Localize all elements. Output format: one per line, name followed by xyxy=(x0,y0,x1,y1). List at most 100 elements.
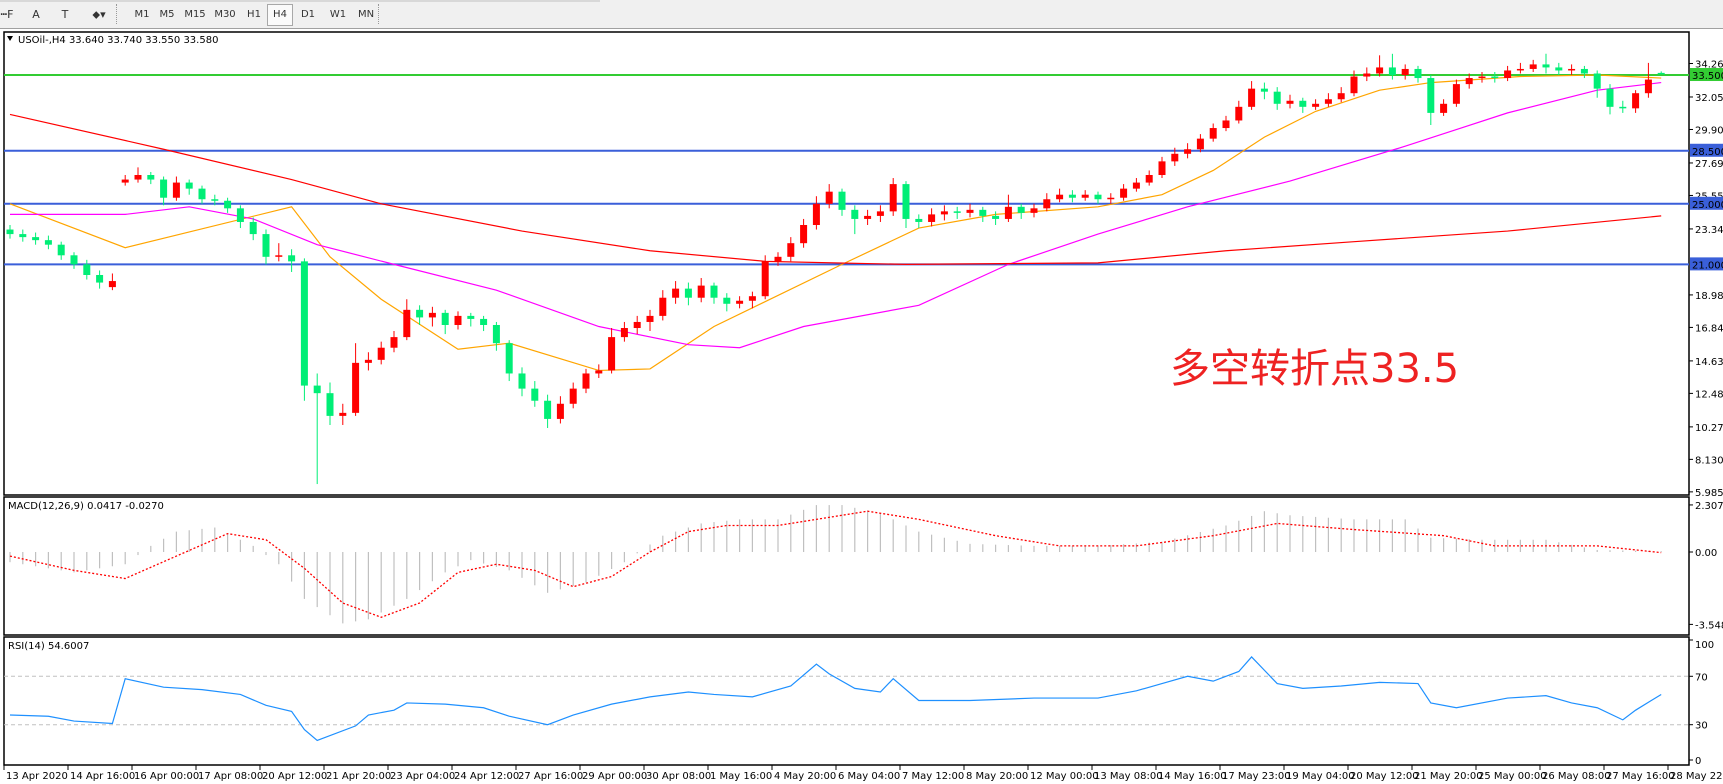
candle-body xyxy=(1324,99,1332,104)
candle-body xyxy=(915,218,923,222)
time-tick-label: 30 Apr 08:00 xyxy=(646,771,711,782)
candle-body xyxy=(1235,106,1243,121)
candle-body xyxy=(902,184,910,219)
candle-body xyxy=(825,191,833,204)
candle xyxy=(288,249,296,272)
candle-body xyxy=(1580,68,1588,74)
rsi-tick-label: 0 xyxy=(1695,756,1701,767)
candle xyxy=(96,270,104,289)
candle xyxy=(428,306,436,327)
rsi-panel xyxy=(3,636,1690,766)
candle xyxy=(1248,81,1256,110)
timeframe-m15-button[interactable]: M15 xyxy=(184,9,206,20)
candle xyxy=(940,205,948,221)
candle-body xyxy=(710,285,718,298)
candle xyxy=(620,321,628,342)
candle-body xyxy=(1657,72,1665,75)
candle-body xyxy=(377,347,385,360)
timeframe-w1-button[interactable]: W1 xyxy=(329,9,347,20)
candle-body xyxy=(620,328,628,338)
candle xyxy=(876,205,884,222)
candle-body xyxy=(608,337,616,371)
candle-body xyxy=(1593,73,1601,89)
candle-body xyxy=(467,315,475,319)
candle xyxy=(569,382,577,409)
candle xyxy=(454,311,462,330)
timeframe-m5-button[interactable]: M5 xyxy=(159,9,175,20)
candle xyxy=(1145,170,1153,186)
time-tick-label: 13 Apr 2020 xyxy=(6,771,68,782)
candle xyxy=(1504,65,1512,82)
candle-body xyxy=(172,182,180,198)
text-label-icon[interactable]: T xyxy=(61,8,69,21)
moving-average-mid xyxy=(10,81,1662,349)
candle-body xyxy=(1273,91,1281,104)
collapse-triangle-icon[interactable] xyxy=(7,36,13,41)
time-tick-label: 20 Apr 12:00 xyxy=(262,771,327,782)
candle xyxy=(1478,71,1486,83)
candle-body xyxy=(236,208,244,222)
timeframe-m30-button[interactable]: M30 xyxy=(214,9,236,20)
candle-body xyxy=(1427,78,1435,113)
candle xyxy=(505,340,513,382)
candle xyxy=(1363,67,1371,82)
candle-body xyxy=(1184,149,1192,154)
text-a-icon[interactable]: A xyxy=(32,8,40,21)
candle-body xyxy=(697,285,705,298)
candle xyxy=(492,321,500,351)
candle-body xyxy=(96,274,104,283)
candle xyxy=(1132,178,1140,192)
candle xyxy=(1222,115,1230,132)
time-tick-label: 14 May 16:00 xyxy=(1158,771,1227,782)
candle xyxy=(1440,99,1448,116)
time-tick-label: 23 Apr 04:00 xyxy=(390,771,455,782)
candle xyxy=(928,208,936,227)
timeframe-m1-button[interactable]: M1 xyxy=(134,9,150,20)
candle xyxy=(6,224,14,239)
candle xyxy=(1376,55,1384,77)
timeframe-mn-button[interactable]: MN xyxy=(357,9,375,20)
price-tick-label: 29.905 xyxy=(1695,125,1723,136)
candle xyxy=(1107,193,1115,204)
candle xyxy=(467,312,475,327)
time-tick-label: 12 May 00:00 xyxy=(1030,771,1099,782)
macd-tick-label: 2.3072 xyxy=(1695,501,1723,512)
candle-body xyxy=(1145,175,1153,183)
time-tick-label: 17 May 23:00 xyxy=(1222,771,1291,782)
timeframe-d1-button[interactable]: D1 xyxy=(300,9,316,20)
candle-body xyxy=(582,373,590,389)
candle-body xyxy=(787,243,795,257)
candle xyxy=(1427,75,1435,126)
candle xyxy=(1580,65,1588,79)
candle-body xyxy=(480,318,488,325)
arrows-icon[interactable]: ⬥▾ xyxy=(92,8,106,21)
candle-body xyxy=(275,255,283,257)
timeframe-h4-button[interactable]: H4 xyxy=(267,4,293,26)
candle-body xyxy=(160,179,168,198)
candle xyxy=(582,368,590,394)
candle xyxy=(646,309,654,332)
candle xyxy=(32,232,40,245)
candle xyxy=(1017,203,1025,219)
candle xyxy=(1235,100,1243,124)
candle xyxy=(1184,143,1192,159)
candle-body xyxy=(1644,79,1652,94)
candle xyxy=(211,194,219,206)
candle-body xyxy=(633,321,641,329)
candle-body xyxy=(1632,93,1640,109)
candle xyxy=(1273,87,1281,110)
level-price-label: 25.000 xyxy=(1692,200,1723,211)
price-tick-label: 8.130 xyxy=(1695,455,1723,466)
candle xyxy=(1081,190,1089,201)
candle xyxy=(185,179,193,195)
fibonacci-fan-icon[interactable]: ┅F xyxy=(0,8,14,21)
candle-body xyxy=(800,224,808,244)
time-tick-label: 13 May 08:00 xyxy=(1094,771,1163,782)
candle xyxy=(1632,90,1640,113)
time-tick-label: 1 May 16:00 xyxy=(710,771,772,782)
timeframe-h1-button[interactable]: H1 xyxy=(247,9,261,20)
candle-body xyxy=(492,324,500,344)
candle-body xyxy=(876,211,884,216)
time-tick-label: 20 May 12:00 xyxy=(1350,771,1419,782)
